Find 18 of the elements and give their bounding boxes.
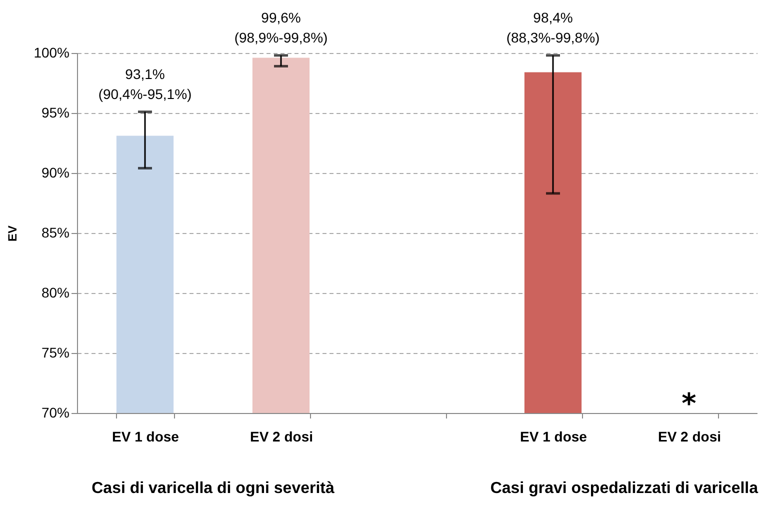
y-tick-label: 75%	[41, 344, 70, 360]
x-tick-label: EV 1 dose	[520, 428, 588, 444]
data-label: 93,1% (90,4%-95,1%)	[98, 66, 192, 102]
x-tick-label: EV 2 dosi	[658, 428, 722, 444]
y-tick-label: 90%	[41, 164, 70, 180]
y-tick-label: 70%	[41, 404, 70, 420]
x-tick-label: EV 1 dose	[112, 428, 180, 444]
y-tick-label: 85%	[41, 224, 70, 240]
y-tick-label: 95%	[41, 104, 70, 120]
text: Casi gravi ospedalizzati di varicella	[490, 480, 758, 498]
y-tick-label: 100%	[34, 44, 70, 60]
data-label: 99,6% (98,9%-99,8%)	[234, 9, 328, 46]
x-tick-label: EV 2 dosi	[250, 428, 314, 444]
y-tick-label: 80%	[41, 284, 70, 300]
text: Casi di varicella di ogni severità	[92, 480, 334, 498]
data-label: 98,4% (88,3%-99,8%)	[506, 9, 600, 46]
text: *	[682, 387, 696, 420]
y-axis-title: EV	[6, 225, 20, 242]
